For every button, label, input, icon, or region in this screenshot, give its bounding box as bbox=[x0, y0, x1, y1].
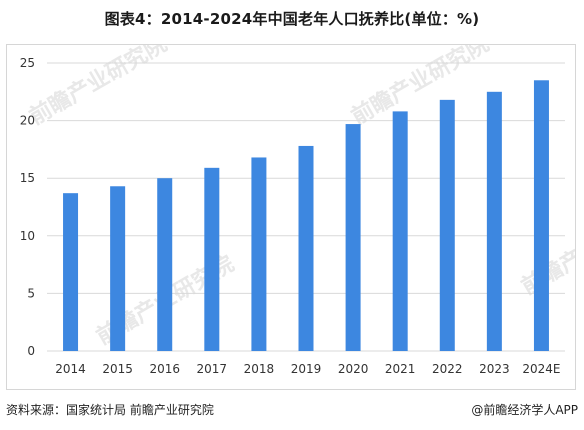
bar-2021 bbox=[392, 111, 408, 351]
bar-2018 bbox=[251, 157, 267, 351]
bar-2020 bbox=[345, 124, 361, 351]
y-tick-label: 25 bbox=[20, 56, 35, 70]
x-tick-label: 2023 bbox=[479, 362, 510, 376]
y-tick-label: 5 bbox=[27, 286, 35, 300]
bar-chart: 前瞻产业研究院前瞻产业研究院前瞻产业研究院前瞻产业研究院 0510152025 … bbox=[20, 45, 575, 376]
chart-title: 图表4：2014-2024年中国老年人口抚养比(单位：%) bbox=[104, 10, 480, 28]
bar-2017 bbox=[204, 167, 220, 351]
x-tick-label: 2021 bbox=[385, 362, 416, 376]
y-tick-label: 0 bbox=[27, 344, 35, 358]
bar-2015 bbox=[110, 186, 126, 351]
bars bbox=[63, 80, 549, 352]
bar-2024E bbox=[533, 80, 549, 351]
watermark-text-1: 前瞻产业研究院 bbox=[25, 45, 171, 130]
x-tick-label: 2024E bbox=[522, 362, 560, 376]
x-tick-label: 2015 bbox=[102, 362, 133, 376]
x-tick-label: 2019 bbox=[291, 362, 322, 376]
x-tick-label: 2017 bbox=[197, 362, 228, 376]
y-tick-label: 20 bbox=[20, 114, 35, 128]
x-tick-label: 2016 bbox=[149, 362, 180, 376]
bar-2016 bbox=[157, 178, 173, 351]
watermark-text-2: 前瞻产业研究院 bbox=[347, 45, 493, 130]
bar-2023 bbox=[486, 91, 502, 352]
x-tick-label: 2022 bbox=[432, 362, 463, 376]
source-note: 资料来源：国家统计局 前瞻产业研究院 bbox=[6, 403, 214, 417]
chart-frame: 前瞻产业研究院前瞻产业研究院前瞻产业研究院前瞻产业研究院 0510152025 … bbox=[6, 44, 576, 390]
bar-2022 bbox=[439, 99, 455, 351]
publisher-credit: @前瞻经济学人APP bbox=[471, 403, 578, 417]
x-tick-label: 2014 bbox=[55, 362, 86, 376]
y-tick-label: 10 bbox=[20, 229, 35, 243]
bar-2014 bbox=[63, 193, 79, 351]
y-tick-label: 15 bbox=[20, 171, 35, 185]
x-tick-label: 2018 bbox=[244, 362, 275, 376]
x-axis-ticks: 2014 2015 2016 2017 2018 2019 2020 2021 2022 2023… bbox=[55, 362, 560, 376]
bar-2019 bbox=[298, 145, 314, 351]
y-axis-ticks: 0 5 10 15 20 25 bbox=[20, 56, 35, 358]
x-tick-label: 2020 bbox=[338, 362, 369, 376]
